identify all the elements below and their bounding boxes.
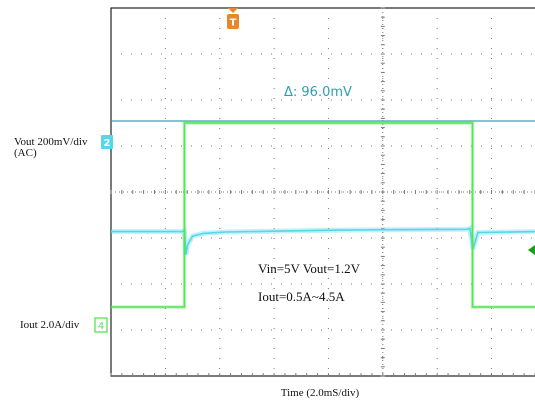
ch2-number: 2 [104, 138, 111, 149]
ch2-coupling-label: (AC) [14, 147, 37, 159]
offscreen-indicator-icon [528, 245, 535, 255]
ch4-scale-label: Iout 2.0A/div [20, 319, 80, 331]
traces [111, 121, 535, 309]
trigger-marker-letter: T [230, 18, 237, 29]
ch2-ground-marker: 2 [101, 135, 113, 149]
graticule-grid [110, 7, 535, 377]
ch4-iout-trace [111, 122, 535, 308]
ch2-vout-trace [111, 227, 535, 255]
ch2-scale-label: Vout 200mV/div [14, 136, 88, 148]
annotation-current-step: Iout=0.5A~4.5A [258, 289, 345, 304]
x-axis-label: Time (2.0mS/div) [281, 387, 360, 399]
ch4-ground-marker: 4 [94, 317, 108, 333]
delta-measurement: Δ: 96.0mV [284, 85, 352, 100]
annotation-voltages: Vin=5V Vout=1.2V [258, 261, 361, 276]
trigger-marker: T [227, 8, 239, 29]
ch4-number: 4 [98, 321, 104, 332]
